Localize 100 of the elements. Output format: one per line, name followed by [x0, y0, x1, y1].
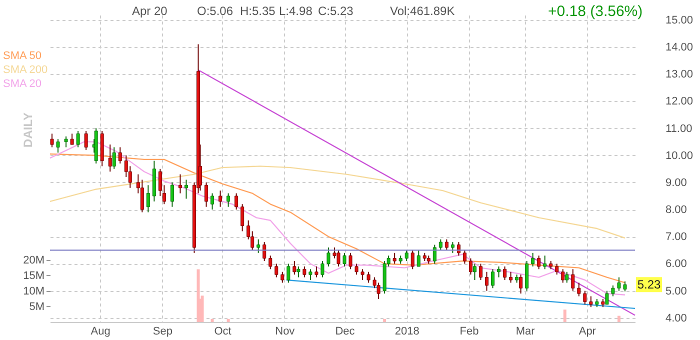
candlestick: [320, 260, 324, 278]
candlestick: [472, 263, 476, 280]
x-tick-label: Aug: [90, 326, 110, 338]
candlestick: [491, 268, 495, 289]
candlestick: [438, 238, 442, 251]
candlestick: [543, 255, 547, 270]
candlestick: [56, 138, 60, 154]
candlestick: [571, 268, 575, 292]
y-tick-label: 11.00: [666, 122, 692, 135]
y-tick-label: 7.00: [666, 231, 687, 244]
candlestick: [118, 146, 122, 164]
bar: [563, 310, 566, 322]
y2-tick-label: 20M: [23, 254, 44, 266]
candlestick: [336, 250, 340, 267]
annotation: H:5.35: [240, 4, 276, 18]
candlestick: [274, 263, 278, 278]
y2-tick-label: 10M: [23, 285, 44, 298]
candlestick: [468, 258, 472, 276]
x-tick-label: Mar: [516, 326, 536, 338]
annotation: C:5.23: [318, 4, 354, 18]
y2-tick-label: 15M: [23, 270, 44, 282]
candlestick: [617, 276, 621, 292]
x-tick-label: Dec: [335, 326, 356, 338]
candlestick: [326, 246, 330, 267]
candlestick: [280, 271, 284, 284]
candlestick: [509, 271, 513, 284]
candlestick: [410, 250, 414, 270]
candlestick: [234, 192, 238, 210]
line-series: [49, 153, 626, 284]
candlestick: [240, 204, 244, 232]
candlestick: [286, 263, 290, 284]
candlestick: [519, 274, 523, 294]
y-tick-label: 5.00: [666, 285, 687, 298]
y-tick-label: 14.00: [666, 41, 694, 54]
candlestick: [70, 133, 74, 146]
candlestick: [302, 266, 306, 278]
candlestick: [605, 290, 609, 305]
x-tick-label: Feb: [460, 326, 479, 338]
candlestick: [444, 238, 448, 251]
line-series: [49, 166, 626, 239]
candlestick: [64, 136, 68, 148]
candlestick: [268, 255, 272, 270]
x-tick-label: Apr: [578, 326, 596, 338]
candlestick: [450, 242, 454, 254]
candlestick: [537, 255, 541, 270]
candlestick: [50, 133, 54, 148]
candlestick: [146, 184, 150, 213]
x-tick-label: Oct: [214, 326, 232, 338]
candlestick: [112, 146, 116, 170]
candlestick: [583, 290, 587, 305]
y-tick-label: 10.00: [666, 150, 694, 162]
candlestick: [308, 268, 312, 280]
candlestick: [565, 271, 569, 284]
annotation: 5.23: [637, 278, 661, 292]
candlestick: [623, 280, 627, 292]
annotation: L:4.98: [279, 4, 313, 18]
y-tick-label: 15.00: [666, 14, 694, 26]
candlestick: [348, 252, 352, 270]
candlestick: [589, 296, 593, 308]
candlestick: [577, 282, 581, 297]
text: SMA 50: [3, 50, 42, 62]
y-tick-label: 9.00: [666, 176, 687, 189]
candlestick: [478, 263, 482, 280]
candlestick: [178, 174, 182, 194]
candlestick: [292, 260, 296, 276]
candlestick: [170, 182, 174, 208]
annotation: +0.18 (3.56%): [548, 3, 643, 20]
y-tick-label: 13.00: [666, 68, 694, 81]
bar: [383, 318, 386, 322]
candlestick: [503, 266, 507, 280]
candlestick: [392, 252, 396, 264]
candlestick: [184, 179, 188, 200]
candlestick: [226, 192, 230, 208]
x-tick-label: Sep: [152, 326, 172, 338]
candlestick: [497, 266, 501, 278]
annotation: Vol:461.89K: [390, 4, 455, 18]
candlestick: [366, 271, 370, 284]
y-tick-label: 8.00: [666, 204, 687, 216]
candlestick: [204, 182, 208, 208]
x-tick-label: 2018: [394, 326, 420, 338]
candlestick: [354, 263, 358, 276]
y-tick-label: 6.00: [666, 258, 687, 270]
candlestick: [484, 271, 488, 292]
candlestick: [432, 244, 436, 264]
candlestick: [84, 130, 88, 150]
candlestick: [108, 144, 112, 172]
candlestick: [360, 268, 364, 280]
text: SMA 20: [3, 78, 42, 90]
y2-tick-label: 5M: [29, 300, 44, 313]
bar: [617, 316, 620, 322]
candlestick: [561, 268, 565, 284]
candlestick: [210, 192, 214, 210]
candlestick: [555, 263, 559, 276]
candlestick: [314, 266, 318, 278]
candlestick: [296, 266, 300, 278]
candlestick: [531, 252, 535, 267]
annotation: O:5.06: [197, 4, 234, 18]
candlestick: [611, 284, 615, 297]
candlestick: [404, 250, 408, 262]
text: SMA 200: [3, 64, 48, 76]
